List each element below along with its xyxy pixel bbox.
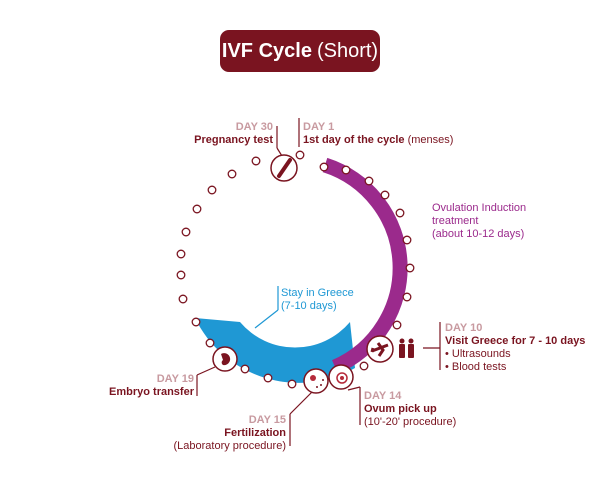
day-dot bbox=[240, 364, 250, 374]
day-dot bbox=[227, 169, 237, 179]
day30-label: DAY 30 Pregnancy test bbox=[194, 121, 273, 147]
title-rest: (Short) bbox=[316, 39, 379, 62]
day19-label: DAY 19 Embryo transfer bbox=[109, 373, 194, 399]
day-number: DAY 19 bbox=[156, 373, 194, 385]
stay-label: Stay in Greece (7-10 days) bbox=[281, 287, 354, 313]
people-icon bbox=[399, 338, 414, 358]
ovulation-line: treatment bbox=[432, 215, 479, 227]
event-title: Fertilization bbox=[224, 427, 286, 439]
fertilization-icon bbox=[303, 368, 329, 394]
stay-line: Stay in Greece bbox=[281, 287, 354, 299]
event-title: Embryo transfer bbox=[109, 386, 194, 398]
day14-label: DAY 14 Ovum pick up (10'-20' procedure) bbox=[364, 390, 456, 429]
leader-line bbox=[289, 391, 313, 415]
day-dot bbox=[176, 249, 186, 259]
day-dot bbox=[251, 156, 261, 166]
leader-line bbox=[347, 386, 361, 391]
day-dot bbox=[191, 317, 201, 327]
ovulation-line: Ovulation Induction bbox=[432, 202, 527, 214]
ovulation-label: Ovulation Induction treatment (about 10-… bbox=[432, 202, 526, 241]
stay-in-greece-band bbox=[195, 318, 355, 383]
day-dot bbox=[192, 204, 202, 214]
event-title: Visit Greece for 7 - 10 days bbox=[445, 335, 586, 347]
day-dot bbox=[205, 338, 215, 348]
day-dot bbox=[263, 373, 273, 383]
day-dots bbox=[176, 150, 415, 389]
day-dot bbox=[341, 165, 351, 175]
embryo-icon bbox=[212, 346, 238, 372]
day-dot bbox=[295, 150, 305, 160]
ovulation-line: (about 10-12 days) bbox=[432, 228, 525, 240]
event-title: Ovum pick up bbox=[364, 403, 437, 415]
day-number: DAY 30 bbox=[235, 121, 273, 133]
event-note: (Laboratory procedure) bbox=[173, 440, 286, 452]
day-dot bbox=[207, 185, 217, 195]
event-note: (menses) bbox=[407, 134, 454, 146]
title-bold: IVF Cycle bbox=[221, 39, 312, 62]
leader-line bbox=[254, 309, 279, 329]
page-title: IVF Cycle (Short) bbox=[220, 30, 380, 72]
day-dot bbox=[405, 263, 415, 273]
event-note: (10'-20' procedure) bbox=[364, 416, 457, 428]
day-number: DAY 15 bbox=[248, 414, 286, 426]
event-title: 1st day of the cycle bbox=[303, 134, 405, 146]
day-dot bbox=[176, 270, 186, 280]
day-number: DAY 1 bbox=[303, 121, 335, 133]
day-number: DAY 14 bbox=[364, 390, 402, 402]
day1-label: DAY 1 1st day of the cycle (menses) bbox=[303, 121, 453, 147]
day-dot bbox=[392, 320, 402, 330]
ovum-icon bbox=[328, 364, 354, 390]
day-dot bbox=[359, 361, 369, 371]
day-dot bbox=[402, 292, 412, 302]
list-item: • Blood tests bbox=[445, 361, 507, 373]
day-dot bbox=[319, 162, 329, 172]
leader-line bbox=[196, 366, 216, 376]
ovulation-arc bbox=[322, 157, 408, 374]
list-item: • Ultrasounds bbox=[445, 348, 511, 360]
event-title: Pregnancy test bbox=[194, 134, 273, 146]
day-number: DAY 10 bbox=[445, 322, 483, 334]
day-dot bbox=[364, 176, 374, 186]
day-dot bbox=[402, 235, 412, 245]
day-dot bbox=[395, 208, 405, 218]
day-dot bbox=[287, 379, 297, 389]
day-dot bbox=[380, 190, 390, 200]
airplane-icon bbox=[366, 335, 394, 363]
day-dot bbox=[178, 294, 188, 304]
day-dot bbox=[181, 227, 191, 237]
day10-label: DAY 10 Visit Greece for 7 - 10 days • Ul… bbox=[445, 322, 585, 374]
pregnancy-test-icon bbox=[270, 154, 298, 182]
day15-label: DAY 15 Fertilization (Laboratory procedu… bbox=[173, 414, 286, 453]
stay-line: (7-10 days) bbox=[281, 300, 337, 312]
